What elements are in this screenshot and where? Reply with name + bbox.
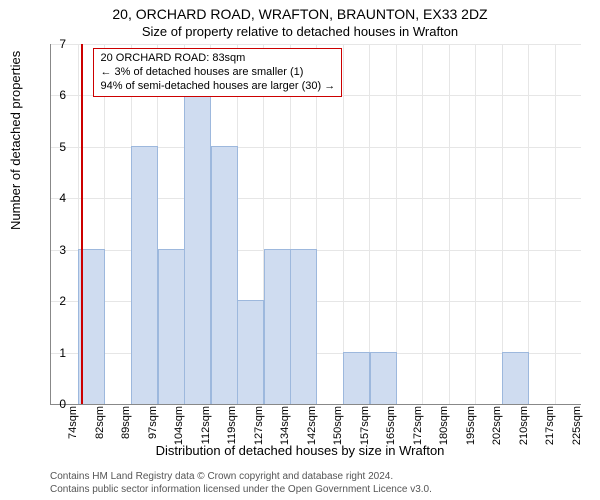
x-tick-label: 150sqm (332, 406, 344, 456)
x-tick-label: 134sqm (279, 406, 291, 456)
histogram-bar (211, 146, 238, 404)
x-tick-label: 210sqm (518, 406, 530, 456)
x-tick-label: 82sqm (94, 406, 106, 456)
x-tick-label: 172sqm (412, 406, 424, 456)
histogram-bar (237, 300, 264, 404)
histogram-bar (264, 249, 291, 404)
x-tick-label: 89sqm (120, 406, 132, 456)
x-tick-label: 127sqm (253, 406, 265, 456)
vertical-gridline (369, 44, 370, 404)
vertical-gridline (396, 44, 397, 404)
x-tick-label: 142sqm (306, 406, 318, 456)
y-tick-label: 0 (59, 397, 66, 411)
histogram-bar (370, 352, 397, 404)
chart-subtitle: Size of property relative to detached ho… (0, 24, 600, 39)
vertical-gridline (449, 44, 450, 404)
histogram-bar (184, 94, 211, 404)
histogram-bar (502, 352, 529, 404)
x-tick-label: 112sqm (200, 406, 212, 456)
x-tick-label: 119sqm (226, 406, 238, 456)
x-tick-label: 217sqm (544, 406, 556, 456)
chart-title: 20, ORCHARD ROAD, WRAFTON, BRAUNTON, EX3… (0, 6, 600, 22)
x-tick-label: 74sqm (67, 406, 79, 456)
x-tick-label: 165sqm (385, 406, 397, 456)
plot-area: 20 ORCHARD ROAD: 83sqm← 3% of detached h… (50, 44, 581, 405)
vertical-gridline (528, 44, 529, 404)
x-tick-label: 180sqm (438, 406, 450, 456)
histogram-bar (290, 249, 317, 404)
attribution-footer: Contains HM Land Registry data © Crown c… (50, 470, 590, 496)
y-tick-label: 6 (59, 88, 66, 102)
vertical-gridline (343, 44, 344, 404)
y-tick-label: 1 (59, 346, 66, 360)
x-tick-label: 225sqm (571, 406, 583, 456)
annotation-box: 20 ORCHARD ROAD: 83sqm← 3% of detached h… (93, 48, 342, 97)
annotation-line: 20 ORCHARD ROAD: 83sqm (100, 52, 335, 66)
x-tick-label: 195sqm (465, 406, 477, 456)
y-axis-label: Number of detached properties (8, 51, 23, 230)
x-tick-label: 157sqm (359, 406, 371, 456)
histogram-bar (158, 249, 185, 404)
vertical-gridline (475, 44, 476, 404)
chart-container: { "title": "20, ORCHARD ROAD, WRAFTON, B… (0, 0, 600, 500)
y-tick-label: 7 (59, 37, 66, 51)
histogram-bar (131, 146, 158, 404)
footer-line-1: Contains HM Land Registry data © Crown c… (50, 470, 590, 483)
y-tick-label: 2 (59, 294, 66, 308)
footer-line-2: Contains public sector information licen… (50, 483, 590, 496)
vertical-gridline (502, 44, 503, 404)
x-tick-label: 202sqm (491, 406, 503, 456)
vertical-gridline (422, 44, 423, 404)
x-tick-label: 97sqm (147, 406, 159, 456)
y-tick-label: 4 (59, 191, 66, 205)
y-tick-label: 5 (59, 140, 66, 154)
annotation-line: 94% of semi-detached houses are larger (… (100, 80, 335, 94)
vertical-gridline (555, 44, 556, 404)
x-tick-label: 104sqm (173, 406, 185, 456)
property-marker-line (81, 44, 83, 404)
y-tick-label: 3 (59, 243, 66, 257)
x-axis-label: Distribution of detached houses by size … (0, 443, 600, 458)
annotation-line: ← 3% of detached houses are smaller (1) (100, 66, 335, 80)
histogram-bar (343, 352, 370, 404)
